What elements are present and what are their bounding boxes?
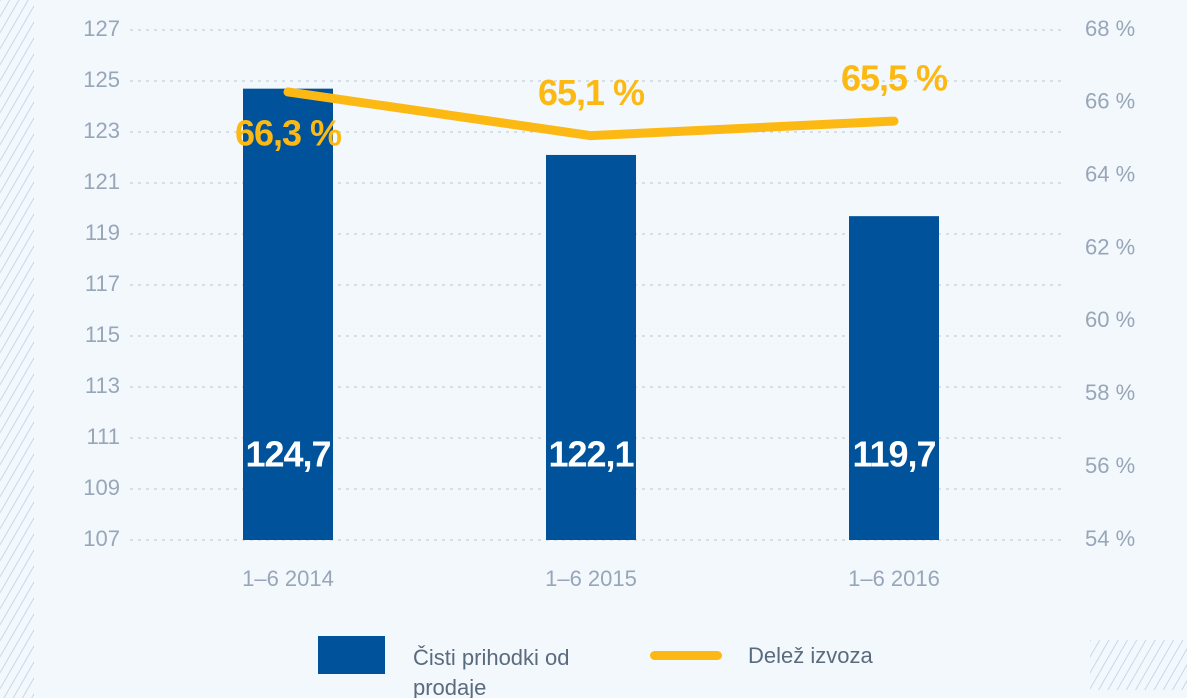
- y2-tick-label: 56 %: [1085, 453, 1135, 478]
- y2-tick-label: 68 %: [1085, 16, 1135, 41]
- y-tick-label: 125: [83, 67, 120, 92]
- legend-swatch: [318, 636, 385, 674]
- y-tick-label: 109: [83, 475, 120, 500]
- x-tick-label: 1–6 2016: [848, 566, 940, 591]
- x-tick-label: 1–6 2015: [545, 566, 637, 591]
- hatch-strip: [0, 0, 34, 698]
- bar-value-label: 119,7: [852, 434, 935, 475]
- bar-value-label: 122,1: [548, 434, 634, 475]
- line: [283, 87, 899, 141]
- bar: [243, 88, 333, 541]
- x-tick-label: 1–6 2014: [242, 566, 334, 591]
- y2-tick-label: 64 %: [1085, 162, 1135, 187]
- y2-tick-label: 58 %: [1085, 380, 1135, 405]
- y-tick-label: 113: [85, 373, 120, 398]
- bar: [849, 216, 939, 540]
- y2-tick-label: 54 %: [1085, 526, 1135, 551]
- y-tick-label: 111: [87, 424, 120, 449]
- y-tick-label: 121: [83, 169, 120, 194]
- y2-tick-label: 60 %: [1085, 307, 1135, 332]
- line-value-label: 65,1 %: [538, 72, 645, 113]
- bar-value-label: 124,7: [245, 434, 330, 475]
- y-tick-label: 123: [83, 118, 120, 143]
- line-value-label: 66,3 %: [235, 112, 342, 153]
- y-tick-label: 107: [83, 526, 120, 551]
- y-tick-label: 127: [83, 16, 120, 41]
- y-tick-label: 119: [85, 220, 120, 245]
- y-tick-label: 115: [85, 322, 120, 347]
- y-tick-label: 117: [85, 271, 120, 296]
- hatch-corner: [1090, 640, 1187, 690]
- y2-tick-label: 62 %: [1085, 234, 1135, 259]
- bar: [546, 154, 636, 540]
- legend-swatch: [650, 651, 722, 660]
- line-value-label: 65,5 %: [841, 58, 948, 99]
- legend-label: Delež izvoza: [748, 643, 873, 668]
- legend-label: Čisti prihodki od prodaje: [413, 645, 570, 698]
- y2-tick-label: 66 %: [1085, 89, 1135, 114]
